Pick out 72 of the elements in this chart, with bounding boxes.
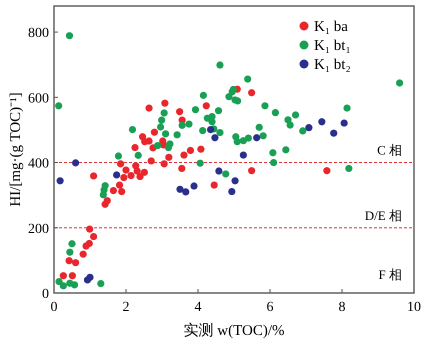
point [318,118,326,126]
y-tick-label: 200 [28,222,49,237]
legend-label: K₁ ba [314,19,348,35]
ref-line-label: D/E 相 [364,208,402,223]
point [104,197,111,204]
legend-label: K₁ bt₂ [314,57,351,73]
point [182,188,190,196]
point [60,272,67,280]
point [140,168,148,176]
y-tick-label: 800 [28,26,49,42]
point [80,250,87,258]
legend-label: K₁ bt₁ [314,38,351,54]
point [240,151,247,159]
point [148,157,155,165]
x-tick-label: 4 [194,300,202,315]
point [210,181,218,189]
y-tick-label: 400 [28,156,49,172]
point [110,186,117,194]
point [253,134,260,142]
point [248,167,256,174]
point [122,166,130,174]
point [127,172,135,180]
point [228,188,236,196]
point [211,134,219,142]
y-tick-label: 0 [42,287,49,302]
point [197,146,204,153]
point [176,186,184,193]
y-axis-title: HI/[mg·(g TOC)⁻¹] [8,92,24,207]
annotation: F 相 [378,267,402,282]
x-tick-label: 8 [338,300,346,315]
point [178,164,186,172]
x-tick-label: 2 [122,300,130,315]
x-tick-label: 10 [407,300,421,315]
point [145,104,153,112]
point [215,167,222,175]
point [131,144,139,152]
point [117,160,124,168]
x-tick-label: 6 [266,300,274,315]
point [90,232,98,240]
point [176,108,184,116]
point [56,177,64,184]
point [160,160,168,168]
point [66,257,73,264]
point [180,151,188,159]
y-tick-label: 600 [28,91,49,106]
point [86,225,94,233]
point [90,172,98,180]
point [248,89,256,96]
point [186,146,194,154]
point [330,130,338,137]
point [113,171,120,179]
point [86,274,94,281]
point [165,154,172,161]
point [323,167,330,174]
point [231,177,239,184]
point [190,182,198,190]
point [340,119,348,127]
point [118,188,126,196]
point [120,174,128,182]
point [68,272,76,280]
point [86,240,93,248]
ref-line-label: C 相 [377,142,402,158]
point [150,128,158,136]
point [207,126,214,134]
point [305,124,312,132]
point [72,159,80,166]
point [72,259,80,266]
point [161,100,168,107]
point [202,102,210,110]
point [116,181,124,189]
point [134,167,141,175]
x-axis-title: 实测 w(TOC)/% [184,322,284,339]
